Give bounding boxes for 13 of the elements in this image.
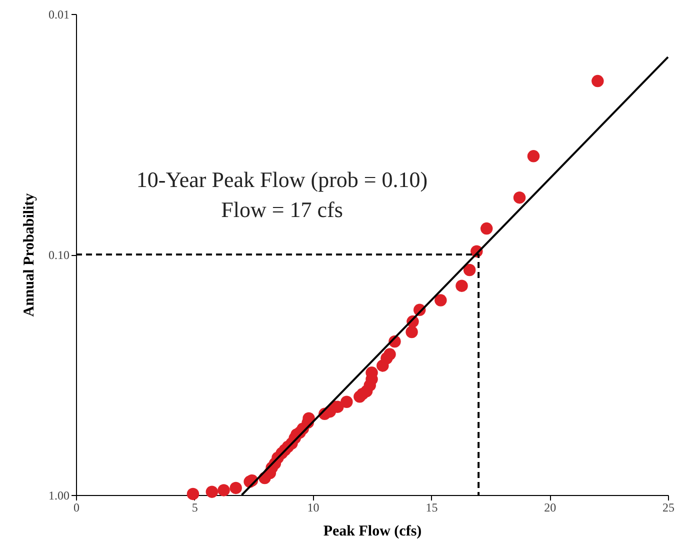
x-tick-label: 5 <box>192 500 198 514</box>
y-axis-title: Annual Probability <box>22 192 38 317</box>
x-tick-label: 25 <box>662 500 674 514</box>
annotation: Flow = 17 cfs <box>221 197 343 222</box>
annotation: 10-Year Peak Flow (prob = 0.10) <box>136 167 428 192</box>
y-tick-label: 0.10 <box>48 248 70 262</box>
x-tick-label: 15 <box>426 500 438 514</box>
x-tick-label: 20 <box>544 500 556 514</box>
y-tick-label: 0.01 <box>48 8 70 22</box>
y-tick-label: 1.00 <box>48 488 70 502</box>
x-tick-label: 0 <box>74 500 80 514</box>
x-axis-title: Peak Flow (cfs) <box>323 524 422 540</box>
x-tick-label: 10 <box>307 500 320 514</box>
